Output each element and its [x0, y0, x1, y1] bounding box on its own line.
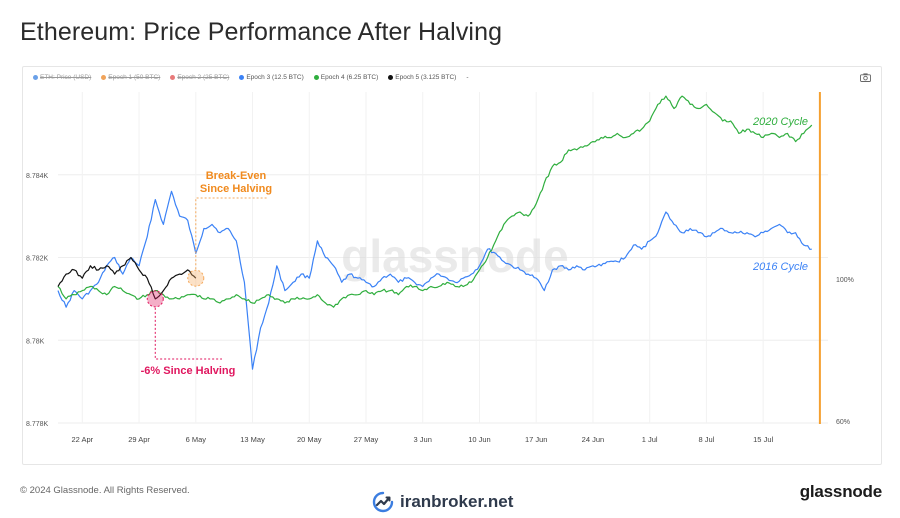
- legend-label: ETH: Price (USD): [40, 74, 92, 81]
- series-line: [57, 190, 812, 370]
- brand-badge[interactable]: iranbroker.net: [372, 491, 513, 513]
- y-tick-label: 8.784K: [26, 173, 49, 180]
- legend-item[interactable]: Epoch 2 (25 BTC): [170, 74, 229, 81]
- chart-annotation: Break-Even: [206, 170, 267, 182]
- page-title: Ethereum: Price Performance After Halvin…: [20, 18, 503, 46]
- camera-icon[interactable]: [860, 73, 871, 82]
- legend-item[interactable]: Epoch 5 (3.125 BTC): [388, 74, 456, 81]
- y-tick-label: 8.78K: [26, 338, 45, 345]
- x-tick-label: 24 Jun: [582, 435, 605, 444]
- chart-annotation: -6% Since Halving: [141, 365, 236, 377]
- watermark: glassnode: [341, 230, 569, 282]
- legend-swatch: [170, 75, 176, 80]
- y-right-tick-label: 60%: [836, 419, 850, 426]
- legend-swatch: [33, 75, 38, 80]
- x-tick-label: 1 Jul: [642, 435, 658, 444]
- legend-item[interactable]: Epoch 1 (50 BTC): [101, 74, 160, 81]
- legend-swatch: [388, 75, 394, 80]
- y-tick-label: 8.778K: [26, 421, 49, 428]
- legend-label: Epoch 1 (50 BTC): [108, 74, 161, 81]
- legend-item[interactable]: Epoch 4 (6.25 BTC): [313, 74, 379, 81]
- brand-name: iranbroker.net: [400, 492, 514, 511]
- series-line: [57, 256, 197, 300]
- x-tick-label: 6 May: [186, 435, 207, 444]
- legend-swatch: [239, 75, 245, 80]
- x-tick-label: 27 May: [354, 435, 379, 444]
- copyright-text: © 2024 Glassnode. All Rights Reserved.: [20, 485, 190, 496]
- legend-item[interactable]: ETH: Price (USD): [33, 74, 91, 81]
- x-tick-label: 15 Jul: [753, 435, 773, 444]
- x-tick-label: 3 Jun: [414, 435, 432, 444]
- event-marker: [146, 290, 164, 308]
- x-tick-label: 8 Jul: [698, 435, 714, 444]
- series-line: [57, 95, 813, 308]
- leader-line: [154, 307, 222, 360]
- y-tick-label: 8.782K: [26, 256, 49, 263]
- x-tick-label: 20 May: [297, 435, 322, 444]
- legend-swatch: [313, 75, 319, 80]
- legend-label: Epoch 5 (3.125 BTC): [395, 74, 457, 81]
- legend-item[interactable]: Epoch 3 (12.5 BTC): [239, 74, 304, 81]
- y-right-tick-label: 100%: [836, 277, 854, 284]
- chart-legend: ETH: Price (USD) Epoch 1 (50 BTC) Epoch 2 …: [33, 74, 468, 81]
- legend-label: Epoch 2 (25 BTC): [177, 74, 230, 81]
- legend-label: Epoch 3 (12.5 BTC): [246, 74, 304, 81]
- legend-label: Epoch 4 (6.25 BTC): [320, 74, 379, 81]
- chart-annotation: 2016 Cycle: [752, 261, 808, 273]
- chart-annotation: Since Halving: [200, 183, 272, 195]
- legend-label: -: [466, 74, 469, 81]
- x-tick-label: 10 Jun: [468, 435, 491, 444]
- x-tick-label: 17 Jun: [525, 435, 548, 444]
- legend-item[interactable]: -: [466, 74, 468, 81]
- legend-swatch: [101, 75, 107, 80]
- brand-logo-icon: [372, 491, 394, 513]
- x-tick-label: 29 Apr: [128, 435, 150, 444]
- x-tick-label: 22 Apr: [71, 435, 93, 444]
- x-tick-label: 13 May: [240, 435, 265, 444]
- glassnode-logo: glassnode: [799, 482, 882, 501]
- chart-annotation: 2020 Cycle: [752, 116, 808, 128]
- event-marker: [187, 269, 205, 287]
